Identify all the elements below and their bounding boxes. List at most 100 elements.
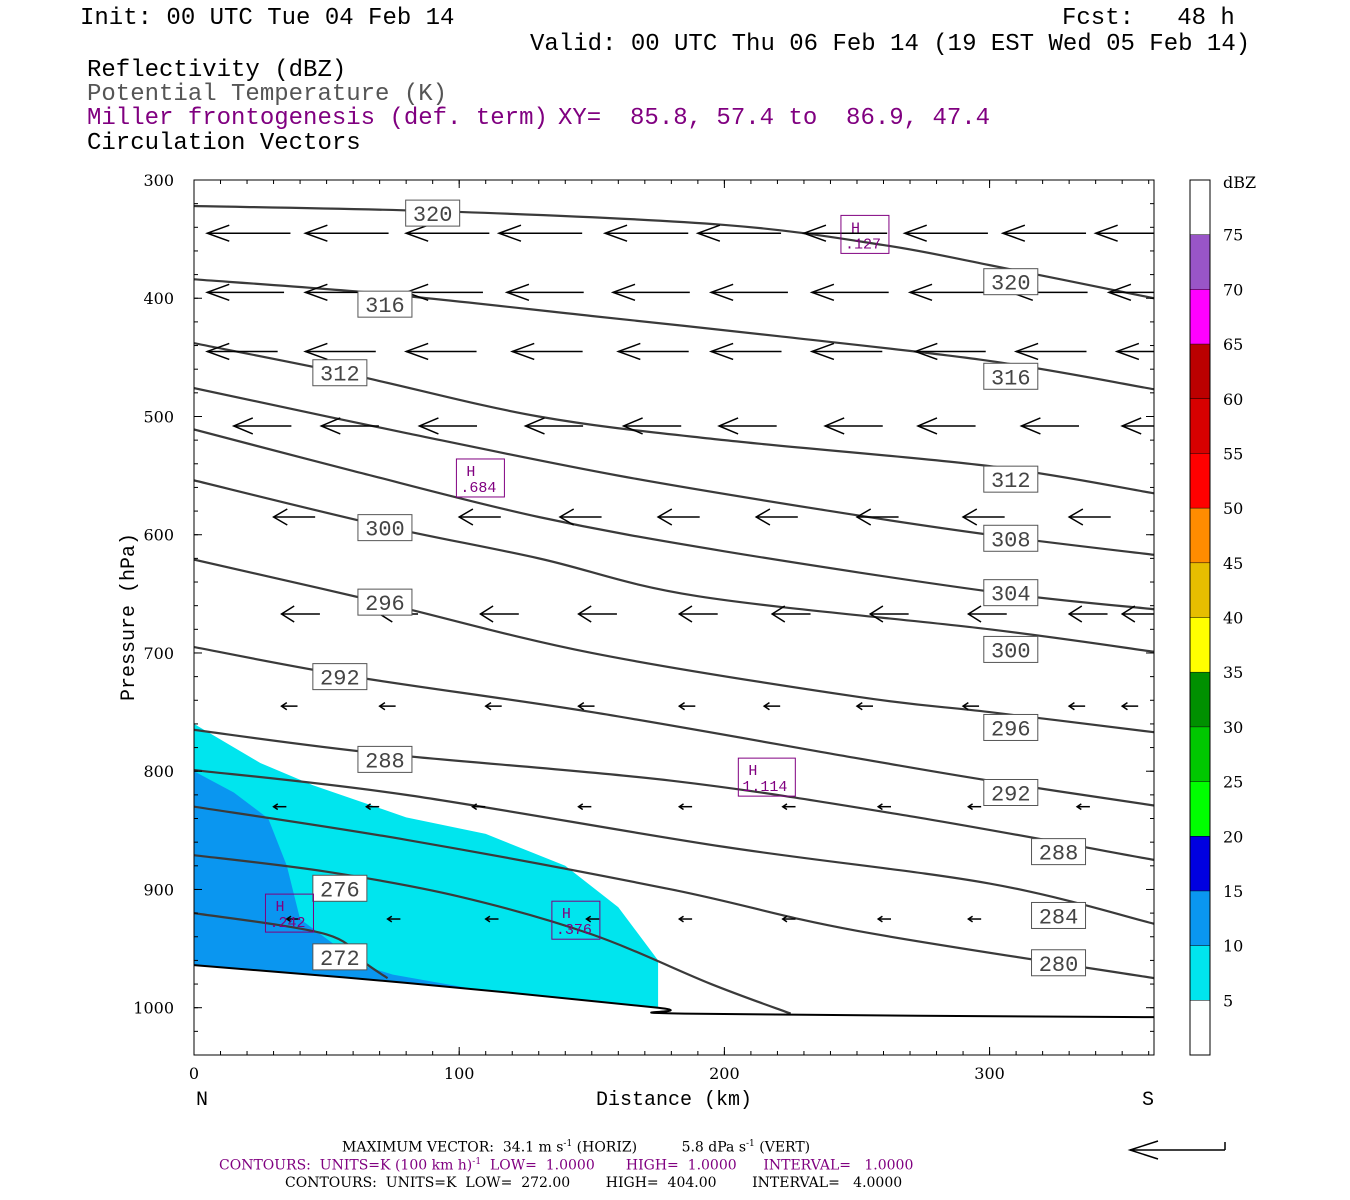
forecast-hour: Fcst: 48 h — [1062, 5, 1235, 32]
field-potential-temperature: Potential Temperature (K) — [87, 81, 448, 108]
circulation-vector — [504, 283, 584, 302]
init-time: Init: 00 UTC Tue 04 Feb 14 — [80, 5, 455, 32]
theta-label-300: 300 — [983, 635, 1039, 664]
theta-contour-272 — [194, 912, 389, 980]
circulation-vector — [1000, 224, 1087, 242]
circulation-vector — [1019, 417, 1080, 435]
circulation-vector — [781, 803, 796, 811]
svg-text:1.114: 1.114 — [742, 779, 787, 796]
reflectivity-10-dbz-area — [194, 771, 473, 989]
svg-text:300: 300 — [365, 518, 405, 543]
circulation-vector — [677, 915, 693, 923]
colorbar-segment — [1190, 781, 1210, 837]
circulation-vector — [621, 417, 682, 435]
circulation-vector — [677, 605, 718, 623]
colorbar-tick-label: 5 — [1223, 991, 1233, 1010]
circulation-vector — [695, 224, 782, 242]
theta-contour-320 — [194, 204, 1154, 300]
theta-contour-280 — [194, 805, 1154, 980]
circulation-vector — [403, 224, 490, 242]
colorbar-tick-label: 70 — [1223, 280, 1243, 299]
circulation-vector — [781, 915, 796, 923]
circulation-vector — [272, 803, 287, 811]
colorbar-segment — [1190, 945, 1210, 1001]
colorbar-segment — [1190, 234, 1210, 290]
circulation-vector — [523, 417, 584, 435]
svg-text:320: 320 — [991, 272, 1031, 297]
svg-text:292: 292 — [320, 667, 360, 692]
circulation-vector — [378, 702, 396, 711]
y-tick-label: 1000 — [133, 999, 174, 1018]
circulation-vector — [966, 605, 1007, 623]
circulation-vector — [961, 508, 1005, 526]
theta-contour-288 — [194, 728, 1154, 861]
circulation-vector — [319, 417, 379, 435]
circulation-vector — [577, 605, 617, 623]
circulation-vector — [602, 224, 689, 242]
theta-label-292: 292 — [312, 663, 368, 692]
circulation-vector — [585, 915, 600, 923]
frontogenesis-high-label: H.376 — [551, 900, 601, 940]
circulation-vector — [809, 342, 883, 361]
y-tick-label: 600 — [143, 526, 174, 545]
reference-vector-icon — [1127, 1140, 1226, 1160]
colorbar-tick-label: 45 — [1223, 554, 1243, 573]
svg-text:280: 280 — [1039, 953, 1079, 978]
circulation-vector — [272, 508, 316, 526]
svg-text:H: H — [851, 220, 860, 237]
svg-text:H: H — [275, 899, 284, 916]
svg-text:.242: .242 — [269, 915, 305, 932]
circulation-vector — [280, 605, 320, 623]
colorbar-tick-label: 20 — [1223, 827, 1243, 846]
frontogenesis-high-label: H1.114 — [737, 757, 796, 797]
footer-max-vector: MAXIMUM VECTOR: 34.1 m s-1 (HORIZ) 5.8 d… — [342, 1139, 811, 1156]
colorbar-tick-label: 55 — [1223, 444, 1243, 463]
theta-label-316: 316 — [357, 290, 413, 319]
theta-contour-276 — [194, 854, 792, 1015]
circulation-vector — [855, 702, 873, 711]
circulation-vector — [610, 283, 690, 302]
circulation-vector — [876, 803, 891, 811]
circulation-vector — [1114, 342, 1154, 361]
theta-label-296: 296 — [983, 713, 1039, 742]
circulation-vector — [496, 224, 583, 242]
circulation-vector — [471, 803, 486, 811]
svg-text:.127: .127 — [845, 236, 881, 253]
circulation-vector — [801, 224, 888, 242]
circulation-vector — [577, 702, 595, 711]
y-tick-label: 500 — [143, 407, 174, 426]
circulation-vector — [809, 283, 889, 302]
svg-text:288: 288 — [1039, 842, 1079, 867]
circulation-vector — [484, 702, 502, 711]
field-frontogenesis: Miller frontogenesis (def. term) — [87, 105, 548, 132]
colorbar-tick-label: 30 — [1223, 718, 1243, 737]
circulation-vector — [717, 417, 777, 435]
circulation-vector — [961, 702, 980, 711]
svg-text:288: 288 — [365, 749, 405, 774]
circulation-vector — [205, 342, 278, 361]
plot-frame — [193, 179, 1155, 1056]
circulation-vector — [1067, 605, 1108, 623]
colorbar-tick-label: 50 — [1223, 499, 1243, 518]
footer-theta-contours: CONTOURS: UNITS=K LOW= 272.00 HIGH= 404.… — [285, 1175, 903, 1191]
colorbar-segment — [1190, 1000, 1210, 1055]
theta-label-284: 284 — [1031, 901, 1087, 930]
circulation-vector — [303, 224, 389, 242]
svg-text:296: 296 — [365, 592, 405, 617]
cross-section-endpoints: XY= 85.8, 57.4 to 86.9, 47.4 — [558, 105, 991, 132]
circulation-vector — [285, 915, 300, 923]
frontogenesis-high-label: H.684 — [455, 458, 505, 498]
colorbar-tick-label: 40 — [1223, 609, 1243, 628]
circulation-vector — [577, 803, 592, 811]
colorbar-segment — [1190, 890, 1210, 946]
svg-text:308: 308 — [991, 528, 1031, 553]
theta-label-288: 288 — [357, 745, 413, 774]
frontogenesis-high-label: H.127 — [840, 214, 890, 254]
svg-text:H: H — [748, 763, 757, 780]
circulation-vector — [762, 702, 781, 711]
theta-label-280: 280 — [1031, 949, 1087, 978]
svg-text:312: 312 — [320, 363, 360, 388]
svg-text:276: 276 — [320, 878, 360, 903]
colorbar-tick-label: 35 — [1223, 663, 1243, 682]
y-tick-label: 800 — [143, 762, 174, 781]
